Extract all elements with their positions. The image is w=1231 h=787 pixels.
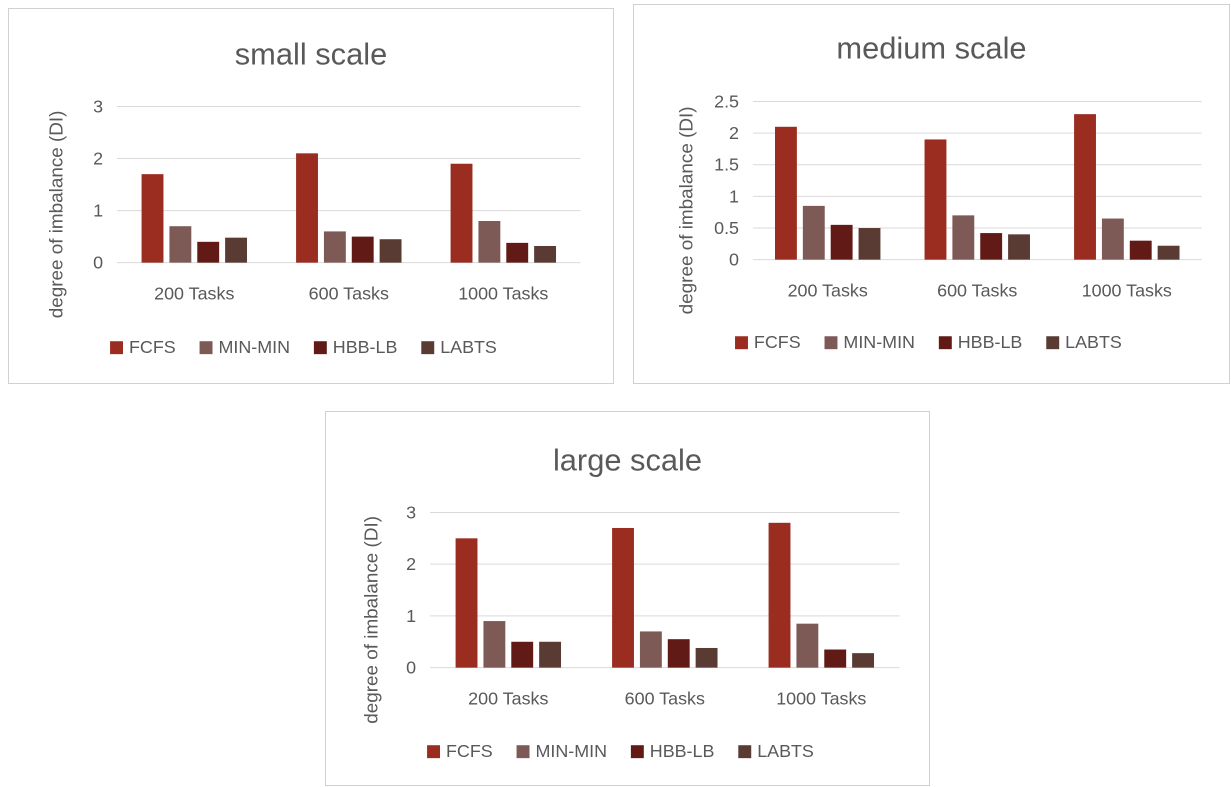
chart-title: medium scale [836, 31, 1026, 66]
legend-swatch-hbb-lb [313, 341, 327, 355]
bar-labts-1000-tasks [534, 245, 557, 263]
x-tick-label: 1000 Tasks [776, 688, 866, 708]
bar-min-min-200-tasks [483, 621, 506, 668]
legend-label-min-min: MIN-MIN [843, 332, 915, 352]
y-tick-label: 1.5 [714, 155, 739, 175]
bar-hbb-lb-1000-tasks [824, 649, 847, 668]
small-scale-chart-panel: small scale 0 1 2 3 degree of imbalance (DI) 2… [8, 8, 614, 384]
bar-labts-1000-tasks [852, 653, 875, 668]
legend-swatch-labts [738, 745, 752, 759]
legend-swatch-min-min [824, 336, 838, 350]
bar-min-min-1000-tasks [478, 220, 501, 263]
large-scale-chart: large scale 0 1 2 3 degree of imbalance (DI) 2… [361, 443, 900, 761]
y-tick-label: 0 [93, 253, 103, 273]
x-tick-label: 1000 Tasks [1082, 280, 1172, 300]
bar-fcfs-600-tasks [612, 527, 634, 668]
y-tick-label: 2 [729, 123, 739, 143]
legend-label-fcfs: FCFS [129, 337, 176, 357]
bar-min-min-600-tasks [323, 231, 346, 263]
legend-swatch-hbb-lb [938, 336, 952, 350]
bar-min-min-200-tasks [169, 226, 192, 263]
bar-hbb-lb-200-tasks [197, 241, 220, 263]
y-axis-label: degree of imbalance (DI) [676, 106, 697, 314]
bar-labts-200-tasks [858, 228, 881, 260]
x-tick-label: 600 Tasks [937, 280, 1017, 300]
y-tick-label: 1 [406, 606, 416, 626]
bar-hbb-lb-600-tasks [980, 233, 1003, 260]
y-tick-label: 3 [93, 96, 103, 116]
bar-min-min-200-tasks [802, 205, 825, 260]
y-tick-label: 0.5 [714, 218, 739, 238]
legend-label-min-min: MIN-MIN [535, 741, 607, 761]
bar-hbb-lb-200-tasks [830, 224, 853, 260]
x-tick-label: 1000 Tasks [458, 283, 548, 303]
medium-scale-chart: medium scale 0 0.5 1 1.5 2 2.5 degree of imbala… [676, 31, 1202, 352]
bar-fcfs-200-tasks [141, 174, 164, 263]
legend-label-fcfs: FCFS [754, 332, 801, 352]
legend-label-fcfs: FCFS [446, 741, 493, 761]
x-tick-label: 200 Tasks [788, 280, 868, 300]
y-tick-label: 2 [93, 149, 103, 169]
bar-labts-600-tasks [379, 239, 402, 263]
bar-min-min-600-tasks [952, 215, 975, 260]
y-tick-label: 2 [406, 554, 416, 574]
bar-fcfs-200-tasks [774, 126, 797, 260]
legend-swatch-labts [1046, 336, 1060, 350]
legend-label-labts: LABTS [1065, 332, 1122, 352]
bar-fcfs-1000-tasks [1074, 114, 1096, 260]
large-scale-chart-panel: large scale 0 1 2 3 degree of imbalance (DI) 2… [325, 411, 930, 786]
legend-label-hbb-lb: HBB-LB [333, 337, 398, 357]
bar-hbb-lb-200-tasks [511, 641, 534, 668]
y-axis-label: degree of imbalance (DI) [361, 516, 382, 724]
bar-labts-600-tasks [695, 647, 718, 668]
bar-fcfs-1000-tasks [768, 522, 791, 668]
bar-labts-1000-tasks [1157, 245, 1180, 260]
y-tick-label: 1 [93, 201, 103, 221]
legend-label-hbb-lb: HBB-LB [650, 741, 715, 761]
small-scale-chart: small scale 0 1 2 3 degree of imbalance (DI) 2… [46, 37, 581, 357]
medium-scale-chart-panel: medium scale 0 0.5 1 1.5 2 2.5 degree of imbala… [633, 4, 1230, 384]
x-tick-label: 600 Tasks [309, 283, 389, 303]
bar-labts-200-tasks [539, 641, 562, 668]
bar-labts-600-tasks [1008, 234, 1030, 260]
x-tick-label: 200 Tasks [154, 283, 234, 303]
bar-fcfs-200-tasks [455, 538, 478, 668]
bar-min-min-600-tasks [639, 631, 662, 668]
legend-swatch-labts [421, 341, 435, 355]
bar-min-min-1000-tasks [796, 623, 819, 668]
bar-fcfs-600-tasks [296, 153, 318, 263]
legend-swatch-fcfs [735, 336, 748, 350]
legend-label-labts: LABTS [757, 741, 814, 761]
bar-hbb-lb-600-tasks [667, 639, 690, 668]
y-tick-label: 0 [729, 250, 739, 270]
x-tick-label: 200 Tasks [468, 688, 548, 708]
y-tick-label: 1 [729, 186, 739, 206]
bar-labts-200-tasks [225, 237, 248, 263]
y-axis-label: degree of imbalance (DI) [46, 111, 67, 319]
bar-hbb-lb-1000-tasks [1129, 240, 1152, 260]
y-tick-label: 3 [406, 502, 416, 522]
legend-swatch-min-min [199, 341, 213, 355]
bar-fcfs-1000-tasks [450, 163, 473, 263]
legend-swatch-fcfs [110, 341, 124, 355]
bar-min-min-1000-tasks [1101, 218, 1124, 260]
bar-hbb-lb-1000-tasks [506, 242, 529, 263]
x-tick-label: 600 Tasks [625, 688, 705, 708]
bar-hbb-lb-600-tasks [351, 236, 374, 263]
y-tick-label: 2.5 [714, 91, 739, 111]
legend-swatch-fcfs [427, 745, 441, 759]
legend-label-min-min: MIN-MIN [218, 337, 290, 357]
chart-title: small scale [235, 37, 387, 72]
chart-title: large scale [553, 443, 702, 478]
y-tick-label: 0 [406, 658, 416, 678]
bar-fcfs-600-tasks [924, 139, 947, 260]
legend-swatch-hbb-lb [630, 745, 644, 759]
legend-label-hbb-lb: HBB-LB [958, 332, 1023, 352]
legend-swatch-min-min [516, 745, 530, 759]
legend-label-labts: LABTS [440, 337, 497, 357]
